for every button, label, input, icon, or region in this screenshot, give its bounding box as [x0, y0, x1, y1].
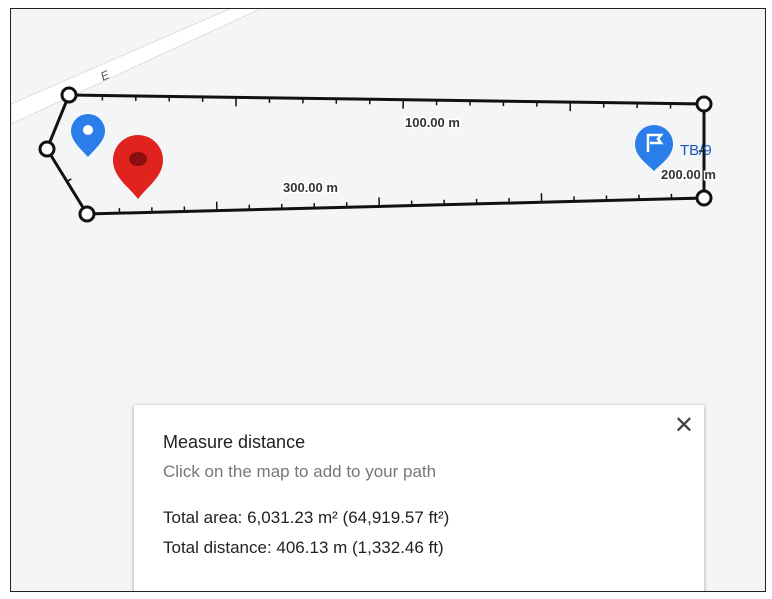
measure-path [45, 93, 706, 216]
total-area: Total area: 6,031.23 m² (64,919.57 ft²) [163, 508, 450, 527]
total-distance: Total distance: 406.13 m (1,332.46 ft) [163, 538, 444, 557]
panel-hint: Click on the map to add to your path [163, 462, 437, 481]
vertex[interactable] [695, 95, 713, 113]
flag-marker[interactable] [635, 125, 673, 171]
map-view: E TB/9 100.00 m 300.00 m 200.00 m Measur… [10, 8, 766, 592]
marker-dot [83, 125, 93, 135]
vertex[interactable] [695, 189, 713, 207]
panel-title: Measure distance [163, 432, 306, 452]
flag-icon [646, 133, 664, 152]
vertex[interactable] [60, 86, 78, 104]
vertex-group [38, 86, 713, 223]
blue-marker[interactable] [71, 114, 105, 157]
segment-label: 300.00 m [283, 180, 338, 195]
tick-group [66, 95, 704, 214]
close-button[interactable]: ✕ [673, 412, 694, 439]
vertex[interactable] [38, 140, 56, 158]
red-marker[interactable] [113, 135, 163, 199]
segment-label: 100.00 m [405, 115, 460, 130]
vertex[interactable] [78, 205, 96, 223]
map[interactable]: E TB/9 100.00 m 300.00 m 200.00 m [11, 9, 765, 591]
road [11, 9, 262, 125]
measure-panel: Measure distance Click on the map to add… [134, 405, 704, 591]
marker-dot [129, 152, 147, 166]
scale-tick [66, 178, 72, 183]
segment-label: 200.00 m [661, 167, 716, 182]
pin-label: TB/9 [680, 142, 712, 159]
